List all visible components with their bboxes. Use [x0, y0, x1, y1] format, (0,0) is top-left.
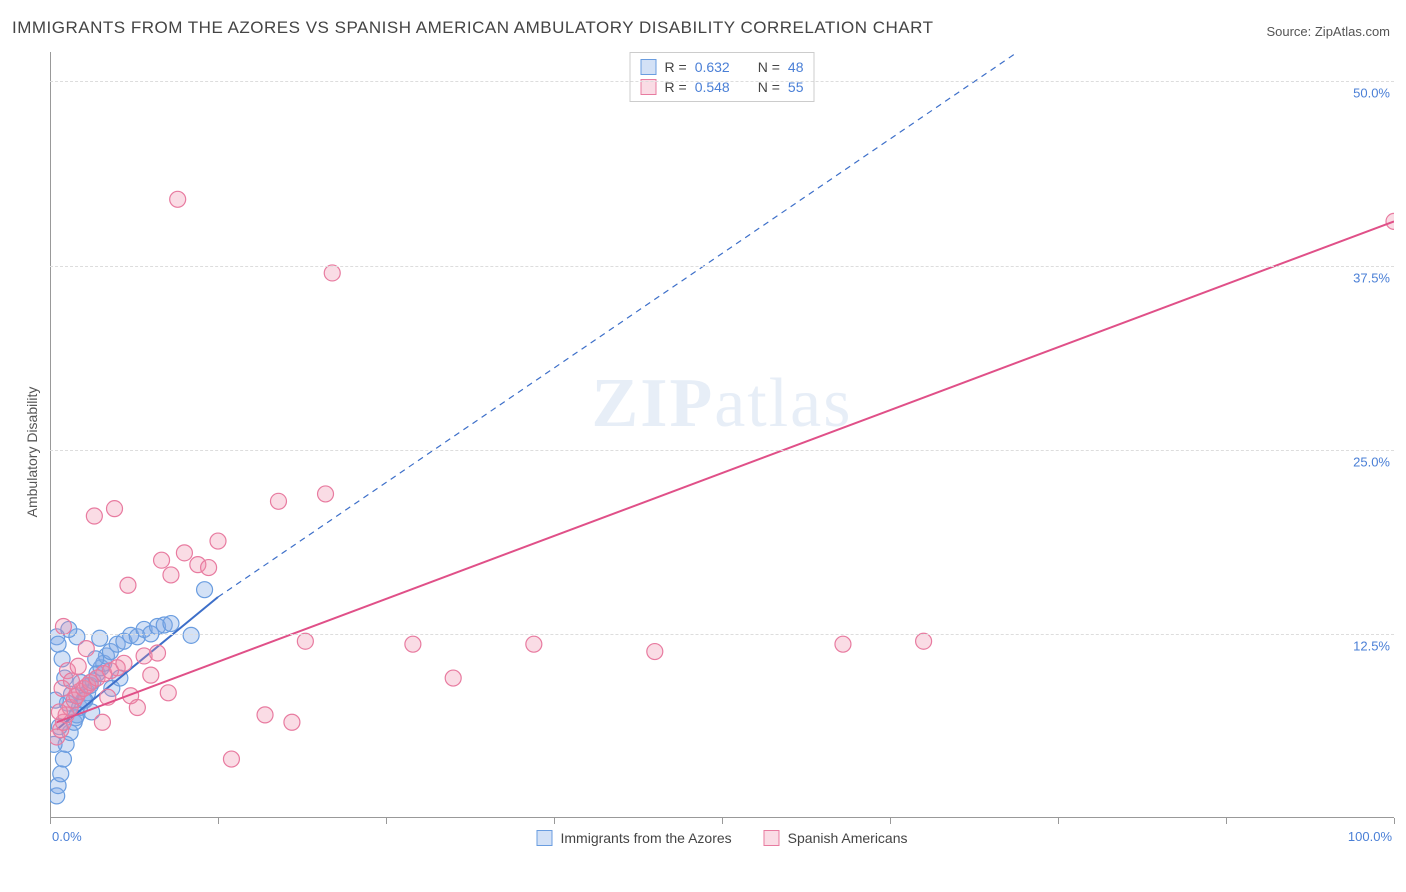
scatter-point — [445, 670, 461, 686]
scatter-point — [201, 560, 217, 576]
source-attribution: Source: ZipAtlas.com — [1266, 24, 1390, 39]
legend-stat-row: R = 0.632 N = 48 — [641, 57, 804, 77]
series-legend: Immigrants from the Azores Spanish Americ… — [536, 830, 907, 846]
x-tick — [386, 818, 387, 824]
scatter-point — [78, 641, 94, 657]
scatter-point — [160, 685, 176, 701]
legend-r-value: 0.632 — [695, 59, 730, 75]
scatter-point — [154, 552, 170, 568]
x-tick — [890, 818, 891, 824]
scatter-svg — [50, 52, 1394, 852]
scatter-point — [318, 486, 334, 502]
scatter-point — [120, 577, 136, 593]
scatter-point — [284, 714, 300, 730]
legend-n-label: N = — [758, 59, 780, 75]
trend-line — [57, 221, 1394, 722]
legend-series-label: Spanish Americans — [788, 830, 908, 846]
legend-swatch — [764, 830, 780, 846]
scatter-point — [257, 707, 273, 723]
scatter-point — [210, 533, 226, 549]
scatter-point — [647, 644, 663, 660]
scatter-point — [150, 645, 166, 661]
x-tick — [1394, 818, 1395, 824]
scatter-point — [324, 265, 340, 281]
y-tick-label: 12.5% — [1353, 638, 1390, 653]
x-tick — [554, 818, 555, 824]
scatter-point — [92, 630, 108, 646]
scatter-point — [223, 751, 239, 767]
legend-stat-row: R = 0.548N = 55 — [641, 77, 804, 97]
legend-swatch — [641, 59, 657, 75]
scatter-point — [405, 636, 421, 652]
scatter-point — [163, 616, 179, 632]
trend-line-extension — [218, 52, 1018, 597]
scatter-point — [197, 582, 213, 598]
scatter-point — [94, 714, 110, 730]
scatter-point — [129, 700, 145, 716]
x-tick — [50, 818, 51, 824]
legend-n-value: 48 — [788, 59, 804, 75]
scatter-point — [526, 636, 542, 652]
gridline-h — [50, 266, 1394, 267]
scatter-point — [70, 658, 86, 674]
x-tick — [218, 818, 219, 824]
scatter-point — [183, 627, 199, 643]
scatter-point — [916, 633, 932, 649]
scatter-point — [55, 751, 71, 767]
plot-area: Ambulatory Disability 0.0% 100.0% ZIPatl… — [50, 52, 1394, 852]
scatter-point — [55, 619, 71, 635]
x-tick — [1058, 818, 1059, 824]
legend-series-item: Spanish Americans — [764, 830, 908, 846]
gridline-h — [50, 81, 1394, 82]
legend-r-label: R = — [665, 59, 687, 75]
scatter-point — [53, 766, 69, 782]
scatter-point — [51, 704, 67, 720]
scatter-point — [86, 508, 102, 524]
legend-swatch — [536, 830, 552, 846]
scatter-point — [835, 636, 851, 652]
scatter-point — [64, 673, 80, 689]
y-tick-label: 37.5% — [1353, 270, 1390, 285]
scatter-point — [270, 493, 286, 509]
scatter-point — [143, 667, 159, 683]
scatter-point — [170, 191, 186, 207]
scatter-point — [116, 655, 132, 671]
legend-series-label: Immigrants from the Azores — [560, 830, 731, 846]
gridline-h — [50, 634, 1394, 635]
x-tick — [1226, 818, 1227, 824]
y-tick-label: 50.0% — [1353, 86, 1390, 101]
y-tick-label: 25.0% — [1353, 454, 1390, 469]
scatter-point — [297, 633, 313, 649]
y-axis-label: Ambulatory Disability — [24, 387, 40, 518]
scatter-point — [176, 545, 192, 561]
scatter-point — [50, 636, 66, 652]
legend-series-item: Immigrants from the Azores — [536, 830, 731, 846]
gridline-h — [50, 450, 1394, 451]
scatter-point — [107, 501, 123, 517]
scatter-point — [163, 567, 179, 583]
chart-title: IMMIGRANTS FROM THE AZORES VS SPANISH AM… — [12, 18, 934, 38]
x-tick — [722, 818, 723, 824]
correlation-legend: R = 0.632 N = 48 R = 0.548N = 55 — [630, 52, 815, 102]
